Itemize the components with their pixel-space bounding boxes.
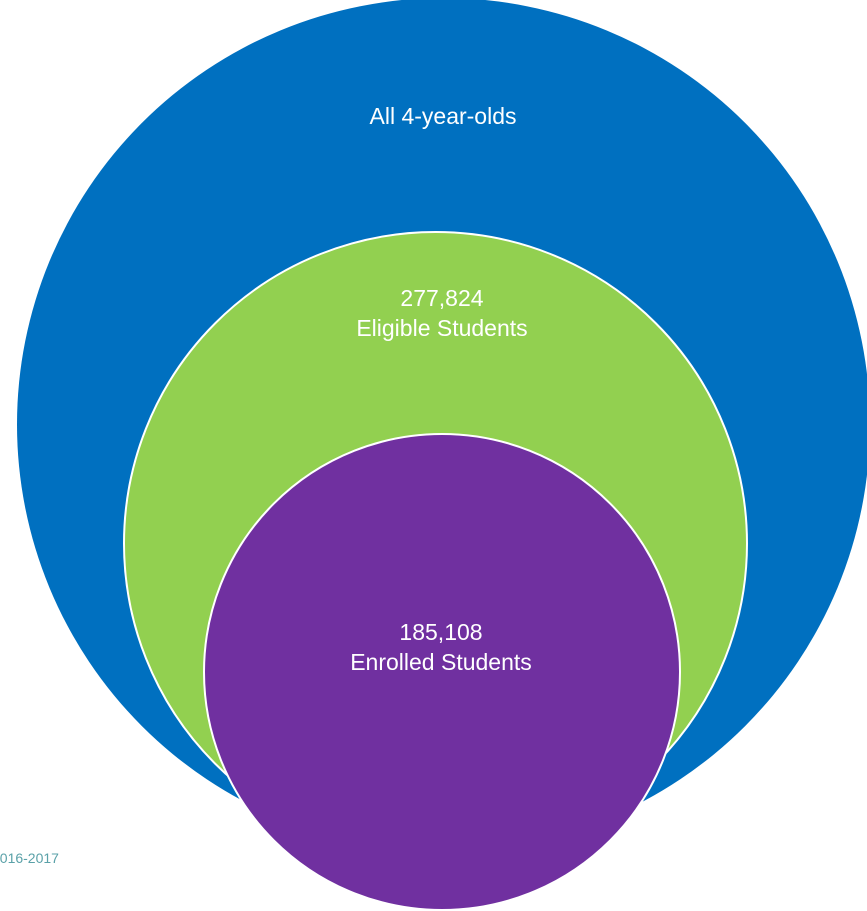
all-four-year-olds-label: All 4-year-olds — [370, 101, 517, 131]
all-four-year-olds-text: All 4-year-olds — [369, 103, 517, 129]
enrolled-students-text: Enrolled Students — [350, 649, 532, 675]
footnote-year: 2016-2017 — [0, 850, 59, 866]
eligible-students-text: Eligible Students — [356, 315, 528, 341]
eligible-students-count: 277,824 — [400, 285, 484, 311]
enrolled-students-count: 185,108 — [399, 619, 483, 645]
eligible-students-label: 277,824 Eligible Students — [356, 283, 527, 343]
enrolled-students-label: 185,108 Enrolled Students — [350, 617, 532, 677]
